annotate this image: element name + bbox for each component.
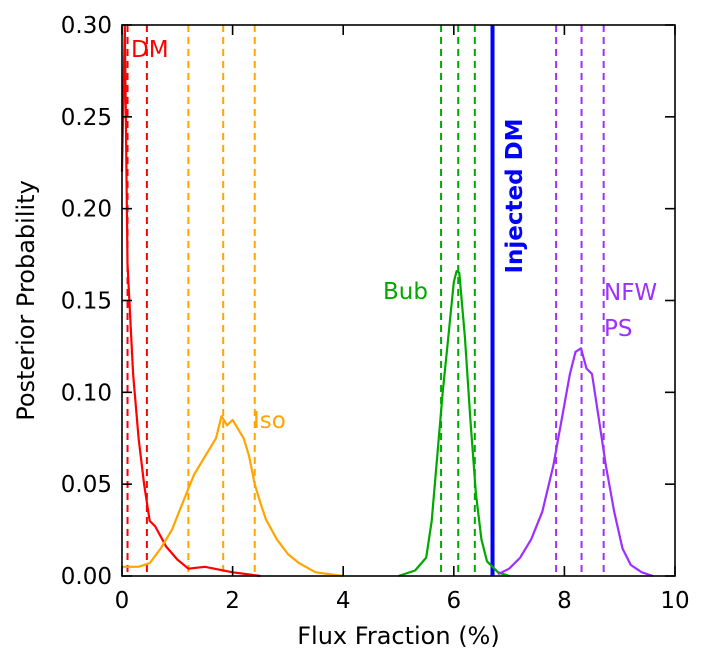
x-tick-label: 2 (225, 588, 240, 614)
x-tick-label: 10 (660, 588, 689, 614)
y-tick-label: 0.00 (61, 564, 112, 590)
series-layer (120, 23, 654, 578)
y-tick-label: 0.05 (61, 472, 112, 498)
dm-posterior-line (120, 23, 261, 578)
label-layer: 0 2 4 6 8 10 0.00 0.05 0.10 0.15 0.20 0.25 0.30 Flux … (12, 13, 690, 650)
x-tick-label: 8 (557, 588, 572, 614)
y-tick-label: 0.15 (61, 289, 112, 315)
annotation-bub: Bub (383, 279, 428, 305)
y-tick-label: 0.30 (61, 13, 112, 39)
iso-posterior-line (122, 415, 344, 578)
bub-posterior-line (398, 270, 510, 578)
annotation-injected-dm: Injected DM (502, 118, 528, 273)
x-tick-label: 4 (336, 588, 351, 614)
y-tick-label: 0.20 (61, 197, 112, 223)
x-axis-title: Flux Fraction (%) (297, 622, 499, 650)
nfw-ps-posterior-line (497, 347, 654, 578)
annotation-iso: Iso (253, 408, 286, 434)
annotation-nfw: NFW (604, 280, 657, 306)
y-tick-label: 0.25 (61, 105, 112, 131)
y-tick-label: 0.10 (61, 380, 112, 406)
annotation-ps: PS (604, 316, 632, 342)
x-tick-label: 0 (115, 588, 130, 614)
axis-layer (121, 24, 676, 577)
y-axis-title: Posterior Probability (12, 180, 40, 421)
annotation-dm: DM (131, 37, 169, 63)
x-tick-label: 6 (446, 588, 461, 614)
